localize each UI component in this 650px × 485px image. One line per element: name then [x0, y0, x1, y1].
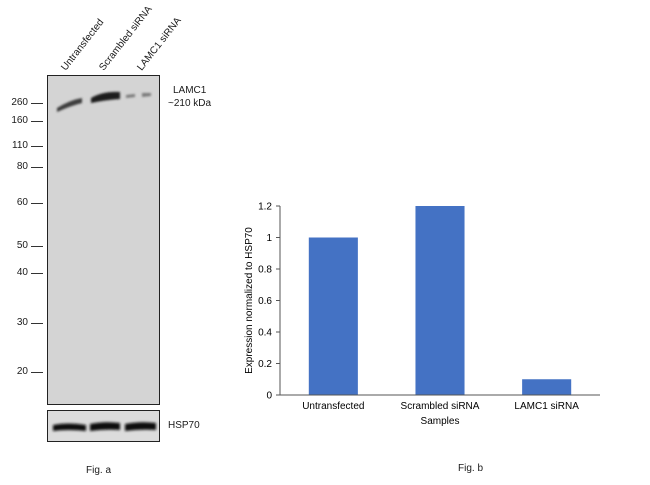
y-tick-label: 1.2 — [258, 202, 272, 213]
bar-scrambled-sirna — [415, 206, 465, 395]
loading-control-membrane — [47, 410, 160, 442]
x-tick-label: LAMC1 siRNA — [514, 401, 579, 412]
hsp70-band-untransfected — [53, 423, 86, 431]
y-axis: 0 0.2 0.4 0.6 0.8 1 1.2 — [258, 202, 281, 402]
band-scrambled — [91, 91, 120, 103]
mw-marker-40: 40 — [16, 267, 28, 278]
y-tick-label: 0.6 — [258, 296, 272, 307]
target-name-label: LAMC1 — [173, 85, 207, 96]
mw-tick — [31, 167, 43, 168]
mw-marker-260: 260 — [11, 97, 28, 108]
mw-tick — [31, 273, 43, 274]
band-lamc1-sirna-1 — [126, 94, 135, 98]
mw-marker-80: 80 — [16, 161, 28, 172]
band-lamc1-sirna-2 — [142, 93, 151, 97]
hsp70-band-lamc1-sirna — [125, 422, 156, 431]
x-axis: Untransfected Scrambled siRNA LAMC1 siRNA — [280, 394, 600, 412]
mw-marker-50: 50 — [16, 240, 28, 251]
bars-group — [308, 206, 572, 395]
mw-tick — [31, 246, 43, 247]
mw-marker-30: 30 — [16, 317, 28, 328]
mw-tick — [31, 372, 43, 373]
mw-tick — [31, 146, 43, 147]
y-tick-label: 0 — [266, 391, 272, 402]
mw-tick — [31, 121, 43, 122]
x-axis-label: Samples — [421, 416, 460, 427]
mw-tick — [31, 103, 43, 104]
target-size-label: ~210 kDa — [168, 98, 212, 109]
y-tick-label: 0.4 — [258, 328, 272, 339]
y-tick-label: 0.2 — [258, 359, 272, 370]
band-untransfected — [57, 98, 82, 112]
bar-chart: 0 0.2 0.4 0.6 0.8 1 1.2 Untransfected Scrambled… — [244, 202, 600, 427]
figure-a-caption: Fig. a — [86, 465, 112, 476]
blot-membrane — [47, 75, 160, 405]
mw-tick — [31, 323, 43, 324]
x-tick-label: Untransfected — [302, 401, 364, 412]
mw-marker-110: 110 — [12, 140, 28, 151]
x-tick-label: Scrambled siRNA — [401, 401, 480, 412]
y-tick-label: 1 — [266, 233, 272, 244]
mw-marker-60: 60 — [16, 197, 28, 208]
figure-b-caption: Fig. b — [458, 463, 484, 474]
mw-tick — [31, 203, 43, 204]
bar-lamc1-sirna — [522, 379, 572, 395]
y-tick-label: 0.8 — [258, 265, 272, 276]
hsp70-band-scrambled — [90, 422, 120, 431]
bar-untransfected — [308, 237, 358, 395]
loading-control-label: HSP70 — [168, 420, 200, 431]
mw-marker-160: 160 — [11, 115, 28, 126]
mw-marker-20: 20 — [16, 366, 28, 377]
y-axis-label: Expression normalized to HSP70 — [244, 227, 255, 374]
